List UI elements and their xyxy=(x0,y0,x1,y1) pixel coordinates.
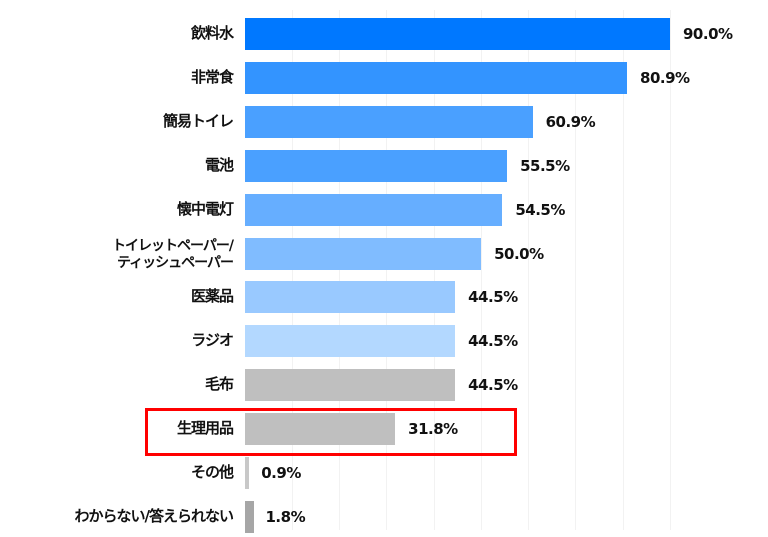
bar xyxy=(245,105,533,138)
bar xyxy=(245,61,628,94)
category-label: 電池 xyxy=(204,155,234,174)
value-label: 55.5% xyxy=(520,156,570,175)
category-label: 非常食 xyxy=(190,67,234,86)
bar xyxy=(245,457,250,489)
gridline xyxy=(623,10,624,530)
gridline xyxy=(528,10,529,530)
bar xyxy=(245,500,254,533)
gridline xyxy=(575,10,576,530)
gridline xyxy=(670,10,671,530)
category-label: トイレットペーパー/ ティッシュペーパー xyxy=(112,237,234,271)
gridline xyxy=(434,10,435,530)
value-label: 1.8% xyxy=(265,507,306,526)
value-label: 31.8% xyxy=(408,420,458,439)
value-label: 54.5% xyxy=(515,200,565,219)
highlight-box xyxy=(145,408,517,456)
bar xyxy=(245,193,503,226)
value-label: 0.9% xyxy=(261,464,301,482)
bar xyxy=(245,369,456,402)
bar xyxy=(245,149,508,182)
category-label: 毛布 xyxy=(204,375,234,394)
category-label: 生理用品 xyxy=(176,419,234,438)
value-label: 60.9% xyxy=(545,112,596,131)
bar xyxy=(245,237,482,270)
gridline xyxy=(386,10,387,530)
gridline xyxy=(339,10,340,530)
value-label: 44.5% xyxy=(468,376,518,395)
category-label: 医薬品 xyxy=(190,287,234,306)
category-label: その他 xyxy=(190,463,234,481)
bar xyxy=(245,325,456,358)
value-label: 44.5% xyxy=(468,288,518,307)
category-label: 飲料水 xyxy=(190,24,234,42)
category-label: 簡易トイレ xyxy=(162,111,234,130)
value-label: 80.9% xyxy=(640,68,690,87)
category-label: 懐中電灯 xyxy=(176,199,234,218)
value-label: 44.5% xyxy=(468,332,518,351)
category-label: わからない/答えられない xyxy=(74,506,234,525)
bar xyxy=(245,18,670,50)
gridline xyxy=(481,10,482,530)
category-label: ラジオ xyxy=(191,331,234,350)
value-label: 90.0% xyxy=(683,25,733,43)
bar xyxy=(245,281,456,314)
value-label: 50.0% xyxy=(494,244,544,263)
bar xyxy=(245,413,396,446)
gridline xyxy=(292,10,293,530)
